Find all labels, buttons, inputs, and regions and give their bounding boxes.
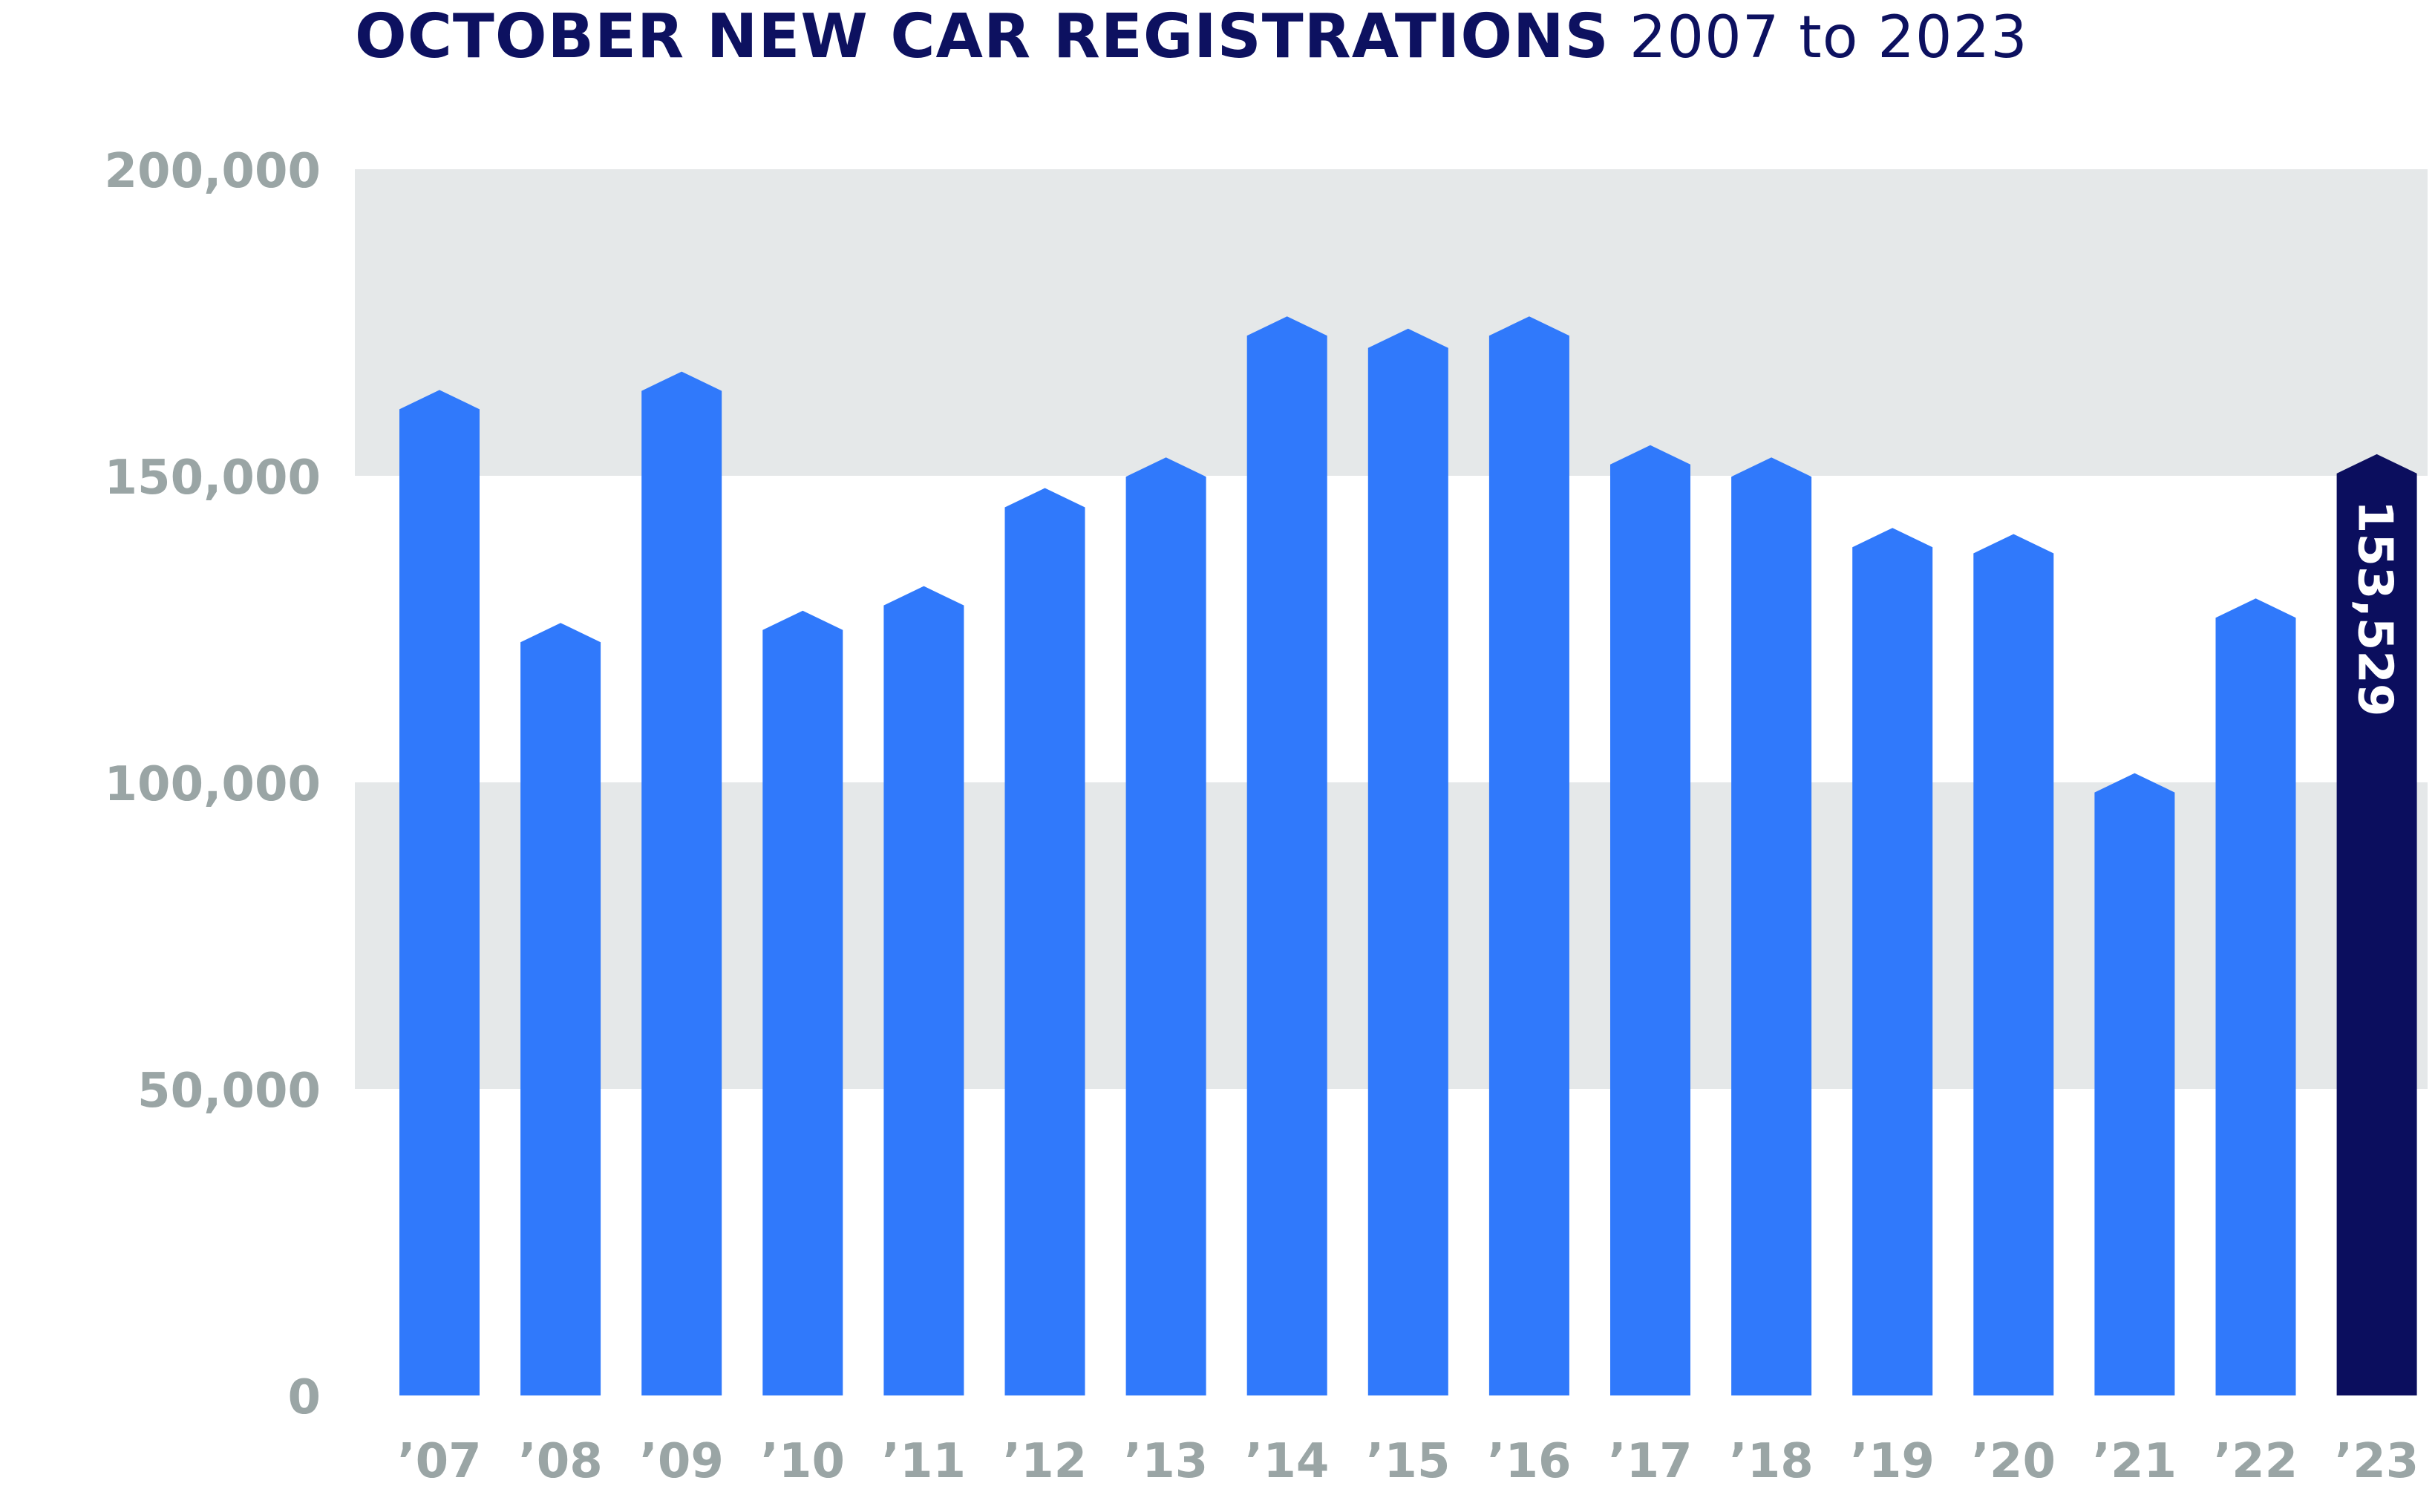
chart-title-years: 2007 to 2023 <box>1629 4 2028 71</box>
data-label: 153,529 <box>2347 500 2402 717</box>
x-tick-label: ’15 <box>1366 1434 1450 1489</box>
x-tick-label: ’16 <box>1487 1434 1571 1489</box>
bar <box>1731 457 1812 1395</box>
chart-title: OCTOBER NEW CAR REGISTRATIONS 2007 to 20… <box>355 1 2028 73</box>
bar <box>1488 316 1569 1395</box>
bar <box>1125 457 1206 1395</box>
data-labels: 153,529 <box>2347 500 2402 717</box>
x-tick-label: ’19 <box>1851 1434 1935 1489</box>
bar <box>762 610 843 1395</box>
y-tick-label: 50,000 <box>137 1064 321 1119</box>
x-tick-label: ’20 <box>1972 1434 2056 1489</box>
bar <box>2336 454 2417 1395</box>
bar <box>2215 598 2296 1396</box>
x-tick-label: ’23 <box>2335 1434 2419 1489</box>
x-tick-label: ’11 <box>882 1434 966 1489</box>
bar <box>1973 534 2054 1395</box>
x-tick-label: ’18 <box>1729 1434 1813 1489</box>
bar <box>520 623 601 1395</box>
bar <box>1852 528 1933 1396</box>
x-tick-label: ’09 <box>640 1434 724 1489</box>
x-tick-label: ’22 <box>2214 1434 2298 1489</box>
y-tick-label: 100,000 <box>105 757 321 812</box>
x-tick-label: ’14 <box>1245 1434 1329 1489</box>
bar <box>641 371 722 1396</box>
bar <box>1246 316 1327 1395</box>
bar <box>1367 328 1448 1395</box>
x-tick-label: ’08 <box>518 1434 602 1489</box>
x-tick-label: ’21 <box>2093 1434 2177 1489</box>
x-axis: ’07 ’08 ’09 ’10 ’11 ’12 ’13 ’14 ’15 ’16 ’17 ’18 ’19 ’… <box>397 1434 2419 1489</box>
x-tick-label: ’07 <box>397 1434 481 1489</box>
bars <box>399 316 2417 1396</box>
bar <box>1610 445 1690 1396</box>
y-tick-label: 200,000 <box>105 144 321 199</box>
y-tick-label: 150,000 <box>105 451 321 505</box>
bar <box>1004 488 1085 1395</box>
x-tick-label: ’12 <box>1003 1434 1087 1489</box>
bar <box>399 390 480 1395</box>
bar <box>2094 773 2175 1395</box>
y-axis: 0 50,000 100,000 150,000 200,000 <box>105 144 321 1425</box>
x-tick-label: ’10 <box>761 1434 845 1489</box>
x-tick-label: ’13 <box>1124 1434 1208 1489</box>
x-tick-label: ’17 <box>1608 1434 1692 1489</box>
chart-title-main: OCTOBER NEW CAR REGISTRATIONS <box>355 1 1609 72</box>
bar <box>883 586 964 1396</box>
y-tick-label: 0 <box>287 1370 321 1425</box>
